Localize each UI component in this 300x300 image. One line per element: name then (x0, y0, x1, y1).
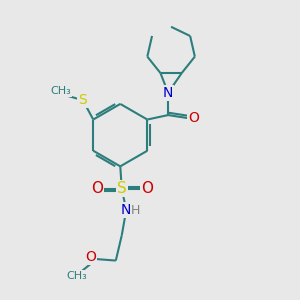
Text: S: S (117, 181, 127, 196)
Text: O: O (91, 181, 103, 196)
Text: CH₃: CH₃ (66, 271, 87, 281)
Text: CH₃: CH₃ (50, 86, 71, 96)
Text: O: O (141, 181, 153, 196)
Text: S: S (79, 93, 87, 107)
Text: N: N (163, 86, 173, 100)
Text: O: O (85, 250, 96, 264)
Text: O: O (188, 111, 200, 125)
Text: H: H (131, 203, 140, 217)
Text: N: N (121, 203, 131, 217)
